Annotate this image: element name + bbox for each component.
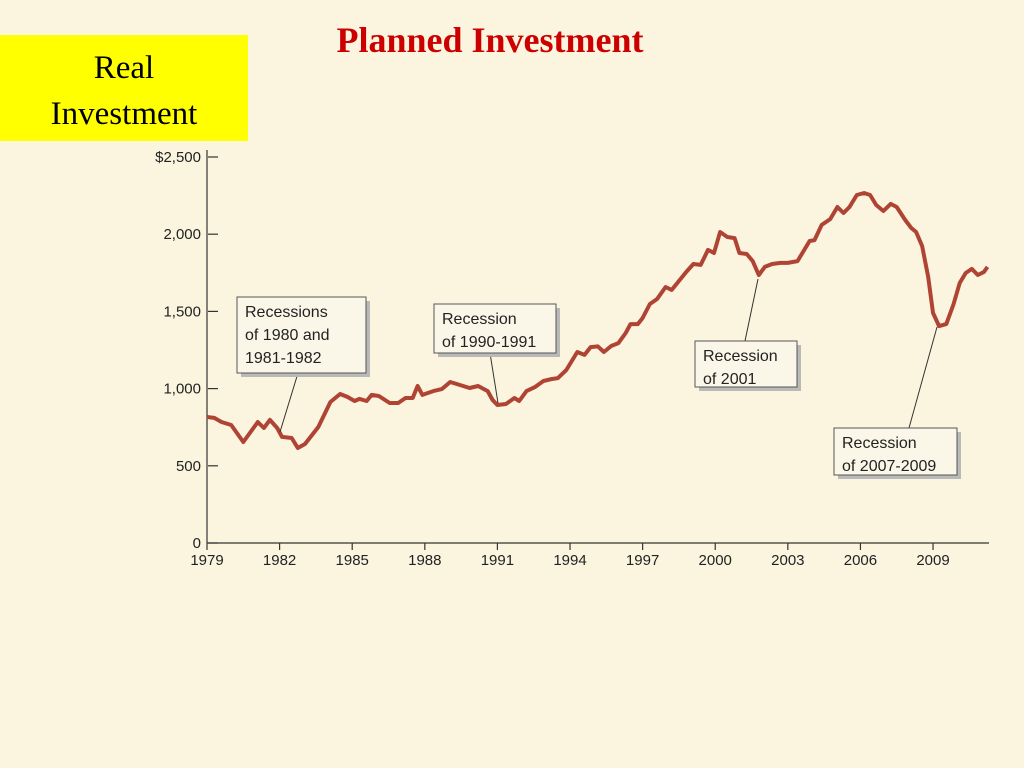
x-tick-label: 1988 — [408, 552, 441, 569]
annotation-text: 1981-1982 — [245, 350, 322, 367]
annotation-text: of 1980 and — [245, 327, 330, 344]
annotation-text: Recession — [442, 311, 517, 328]
y-tick-label: $2,500 — [155, 149, 201, 166]
x-tick-label: 2000 — [699, 552, 732, 569]
x-tick-label: 1979 — [190, 552, 223, 569]
annotation-box — [236, 296, 367, 374]
annotation-text: Recession — [703, 348, 778, 365]
annotation-text: of 2007-2009 — [842, 458, 936, 475]
x-tick-label: 1982 — [263, 552, 296, 569]
x-tick-label: 1994 — [553, 552, 586, 569]
badge-box — [0, 35, 248, 141]
badge-text: Real — [94, 50, 154, 86]
y-tick-label: 1,500 — [163, 303, 201, 320]
leader-line — [279, 372, 299, 433]
leader-line — [908, 326, 938, 429]
x-tick-label: 1997 — [626, 552, 659, 569]
y-tick-label: 0 — [193, 535, 201, 552]
y-tick-label: 1,000 — [163, 381, 201, 398]
annotation-box — [694, 340, 798, 388]
y-tick-label: 500 — [176, 458, 201, 475]
annotation-box — [833, 427, 958, 476]
x-tick-label: 2009 — [916, 552, 949, 569]
chart-title: Planned Investment — [336, 20, 643, 60]
data-line — [206, 191, 990, 450]
annotation-text: of 1990-1991 — [442, 334, 536, 351]
annotation-text: of 2001 — [703, 371, 756, 388]
annotation-text: Recession — [842, 435, 917, 452]
x-tick-label: 2006 — [844, 552, 877, 569]
x-tick-label: 1991 — [481, 552, 514, 569]
x-tick-label: 1985 — [336, 552, 369, 569]
y-tick-label: 2,000 — [163, 226, 201, 243]
annotation-text: Recessions — [245, 304, 328, 321]
leader-line — [744, 278, 759, 342]
annotation-box — [433, 303, 557, 354]
x-tick-label: 2003 — [771, 552, 804, 569]
badge-text: Investment — [51, 96, 198, 132]
leader-line — [489, 352, 499, 404]
